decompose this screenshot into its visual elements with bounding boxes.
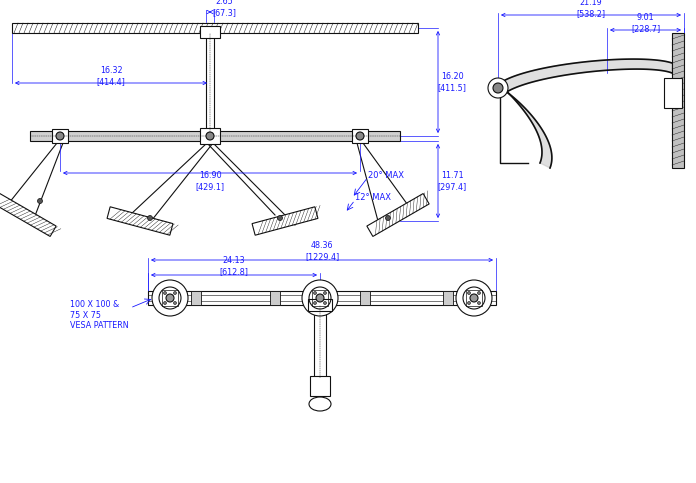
Bar bbox=[672, 33, 684, 168]
Circle shape bbox=[468, 301, 470, 304]
Bar bbox=[52, 129, 68, 143]
Ellipse shape bbox=[309, 397, 331, 411]
Bar bbox=[466, 290, 482, 306]
Circle shape bbox=[173, 301, 177, 304]
Bar bbox=[200, 26, 220, 38]
Polygon shape bbox=[107, 207, 173, 235]
Bar bbox=[270, 291, 280, 305]
Text: 16.90
[429.1]: 16.90 [429.1] bbox=[196, 171, 225, 191]
Circle shape bbox=[456, 280, 492, 316]
Circle shape bbox=[470, 294, 478, 302]
Text: 9.01
[228.7]: 9.01 [228.7] bbox=[631, 14, 660, 33]
Bar bbox=[12, 23, 418, 33]
Circle shape bbox=[324, 292, 326, 295]
Bar bbox=[206, 33, 214, 135]
Polygon shape bbox=[0, 194, 56, 237]
Circle shape bbox=[488, 78, 508, 98]
Bar bbox=[30, 131, 400, 141]
Circle shape bbox=[313, 301, 317, 304]
Text: 12° MAX: 12° MAX bbox=[355, 194, 391, 202]
Text: 11.71
[297.4]: 11.71 [297.4] bbox=[437, 171, 466, 191]
Bar bbox=[308, 299, 332, 311]
Circle shape bbox=[324, 301, 326, 304]
Bar bbox=[443, 291, 453, 305]
Text: 2.65
[67.3]: 2.65 [67.3] bbox=[212, 0, 236, 17]
Circle shape bbox=[493, 83, 503, 93]
Bar bbox=[312, 290, 328, 306]
Circle shape bbox=[206, 132, 214, 140]
Text: 16.20
[411.5]: 16.20 [411.5] bbox=[438, 72, 466, 92]
Text: 100 X 100 &
75 X 75
VESA PATTERN: 100 X 100 & 75 X 75 VESA PATTERN bbox=[70, 300, 129, 330]
Bar bbox=[310, 376, 330, 396]
Circle shape bbox=[38, 199, 42, 203]
Circle shape bbox=[148, 215, 152, 221]
Bar bbox=[191, 291, 201, 305]
Circle shape bbox=[56, 132, 64, 140]
Text: 24.13
[612.8]: 24.13 [612.8] bbox=[219, 256, 248, 276]
Circle shape bbox=[477, 301, 480, 304]
Text: 20° MAX: 20° MAX bbox=[368, 170, 404, 180]
Circle shape bbox=[386, 215, 390, 221]
Circle shape bbox=[166, 294, 174, 302]
Bar bbox=[352, 129, 368, 143]
Bar bbox=[360, 291, 370, 305]
Bar bbox=[314, 305, 326, 378]
Text: 16.32
[414.4]: 16.32 [414.4] bbox=[97, 66, 125, 85]
Polygon shape bbox=[500, 59, 672, 93]
Text: 21.19
[538.2]: 21.19 [538.2] bbox=[576, 0, 606, 18]
Circle shape bbox=[477, 292, 480, 295]
Circle shape bbox=[278, 215, 283, 221]
Circle shape bbox=[356, 132, 364, 140]
Text: 48.36
[1229.4]: 48.36 [1229.4] bbox=[305, 242, 339, 261]
Circle shape bbox=[468, 292, 470, 295]
Circle shape bbox=[316, 294, 324, 302]
Circle shape bbox=[152, 280, 188, 316]
Polygon shape bbox=[252, 207, 318, 235]
Bar bbox=[664, 78, 682, 108]
Polygon shape bbox=[500, 85, 552, 168]
Circle shape bbox=[173, 292, 177, 295]
Circle shape bbox=[164, 292, 166, 295]
Circle shape bbox=[164, 301, 166, 304]
Bar bbox=[162, 290, 178, 306]
Bar bbox=[148, 291, 496, 305]
Circle shape bbox=[313, 292, 317, 295]
Bar bbox=[200, 128, 220, 144]
Polygon shape bbox=[367, 194, 429, 237]
Circle shape bbox=[302, 280, 338, 316]
